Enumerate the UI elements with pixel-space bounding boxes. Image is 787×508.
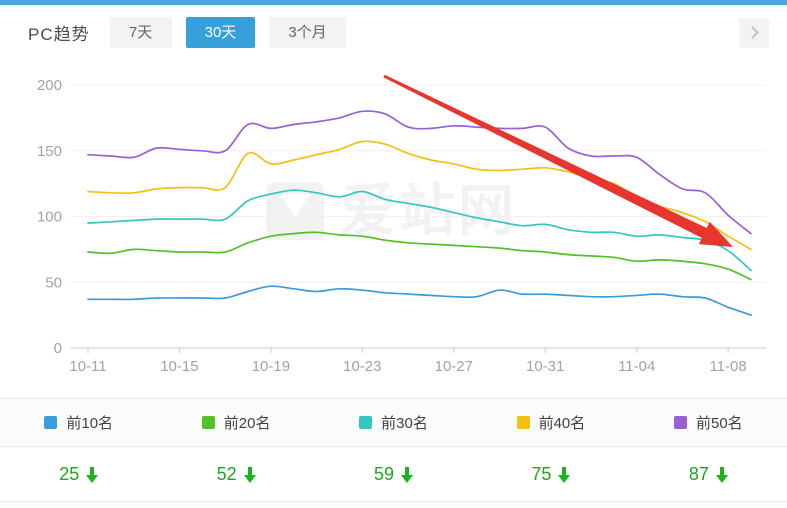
series-color-swatch [201,416,215,429]
legend-label: 前10名 [66,415,114,432]
rank-change-item-top30: 59 [315,464,472,485]
svg-text:10-27: 10-27 [435,358,473,375]
rank-change-item-top40: 75 [472,464,629,485]
tab-3-months[interactable]: 3个月 [269,17,346,48]
svg-text:10-15: 10-15 [160,358,198,375]
down-arrow-icon [401,466,414,483]
series-color-swatch [44,416,58,429]
svg-text:10-31: 10-31 [526,358,564,375]
widget-title: PC趋势 [28,25,90,44]
trend-annotation-arrow [383,74,733,247]
down-arrow-icon [86,466,99,483]
bottom-strip [0,502,787,507]
down-arrow-icon [558,466,571,483]
chevron-right-icon [746,26,759,39]
rank-change-value: 59 [374,463,395,484]
legend-item-top30: 前30名 [315,412,472,433]
trend-chart: 爱站网 0 50 100 150 200 10-11 10-15 10-19 10-23 10-2… [0,60,787,398]
legend-label: 前50名 [695,415,743,432]
rank-change-summary: 25 52 59 75 87 [0,447,787,502]
svg-text:50: 50 [45,274,62,291]
legend-label: 前20名 [223,415,271,432]
series-color-swatch [359,416,373,429]
svg-text:11-08: 11-08 [709,358,746,375]
rank-change-item-top20: 52 [157,464,314,485]
tab-7-days[interactable]: 7天 [109,17,172,48]
chart-legend: 前10名 前20名 前30名 前40名 前50名 [0,398,787,447]
rank-change-value: 75 [531,463,552,484]
series-color-swatch [673,416,687,429]
tab-30-days[interactable]: 30天 [185,17,256,48]
rank-change-value: 87 [688,463,709,484]
svg-text:11-04: 11-04 [618,358,655,375]
legend-label: 前40名 [538,415,586,432]
svg-text:200: 200 [37,77,62,94]
widget-header: PC趋势 7天 30天 3个月 [0,5,787,60]
range-tabs: 7天 30天 3个月 [109,17,346,48]
down-arrow-icon [243,466,256,483]
top-accent-bar [0,0,787,5]
legend-item-top40: 前40名 [472,412,629,433]
down-arrow-icon [715,466,728,483]
next-button[interactable] [739,17,769,48]
rank-change-value: 52 [216,463,237,484]
series-color-swatch [516,416,530,429]
svg-text:100: 100 [37,209,62,226]
svg-text:150: 150 [37,143,62,160]
legend-item-top50: 前50名 [630,412,787,433]
legend-item-top20: 前20名 [157,412,314,433]
svg-text:10-19: 10-19 [252,358,290,375]
svg-text:0: 0 [54,340,62,357]
legend-label: 前30名 [381,415,428,432]
svg-text:10-23: 10-23 [343,358,381,375]
svg-text:10-11: 10-11 [69,358,106,375]
rank-change-item-top10: 25 [0,464,157,485]
rank-change-value: 25 [59,463,80,484]
rank-change-item-top50: 87 [630,464,787,485]
trend-chart-svg: 0 50 100 150 200 10-11 10-15 10-19 10-23 10-27 10-… [37,74,766,375]
legend-item-top10: 前10名 [0,412,157,433]
